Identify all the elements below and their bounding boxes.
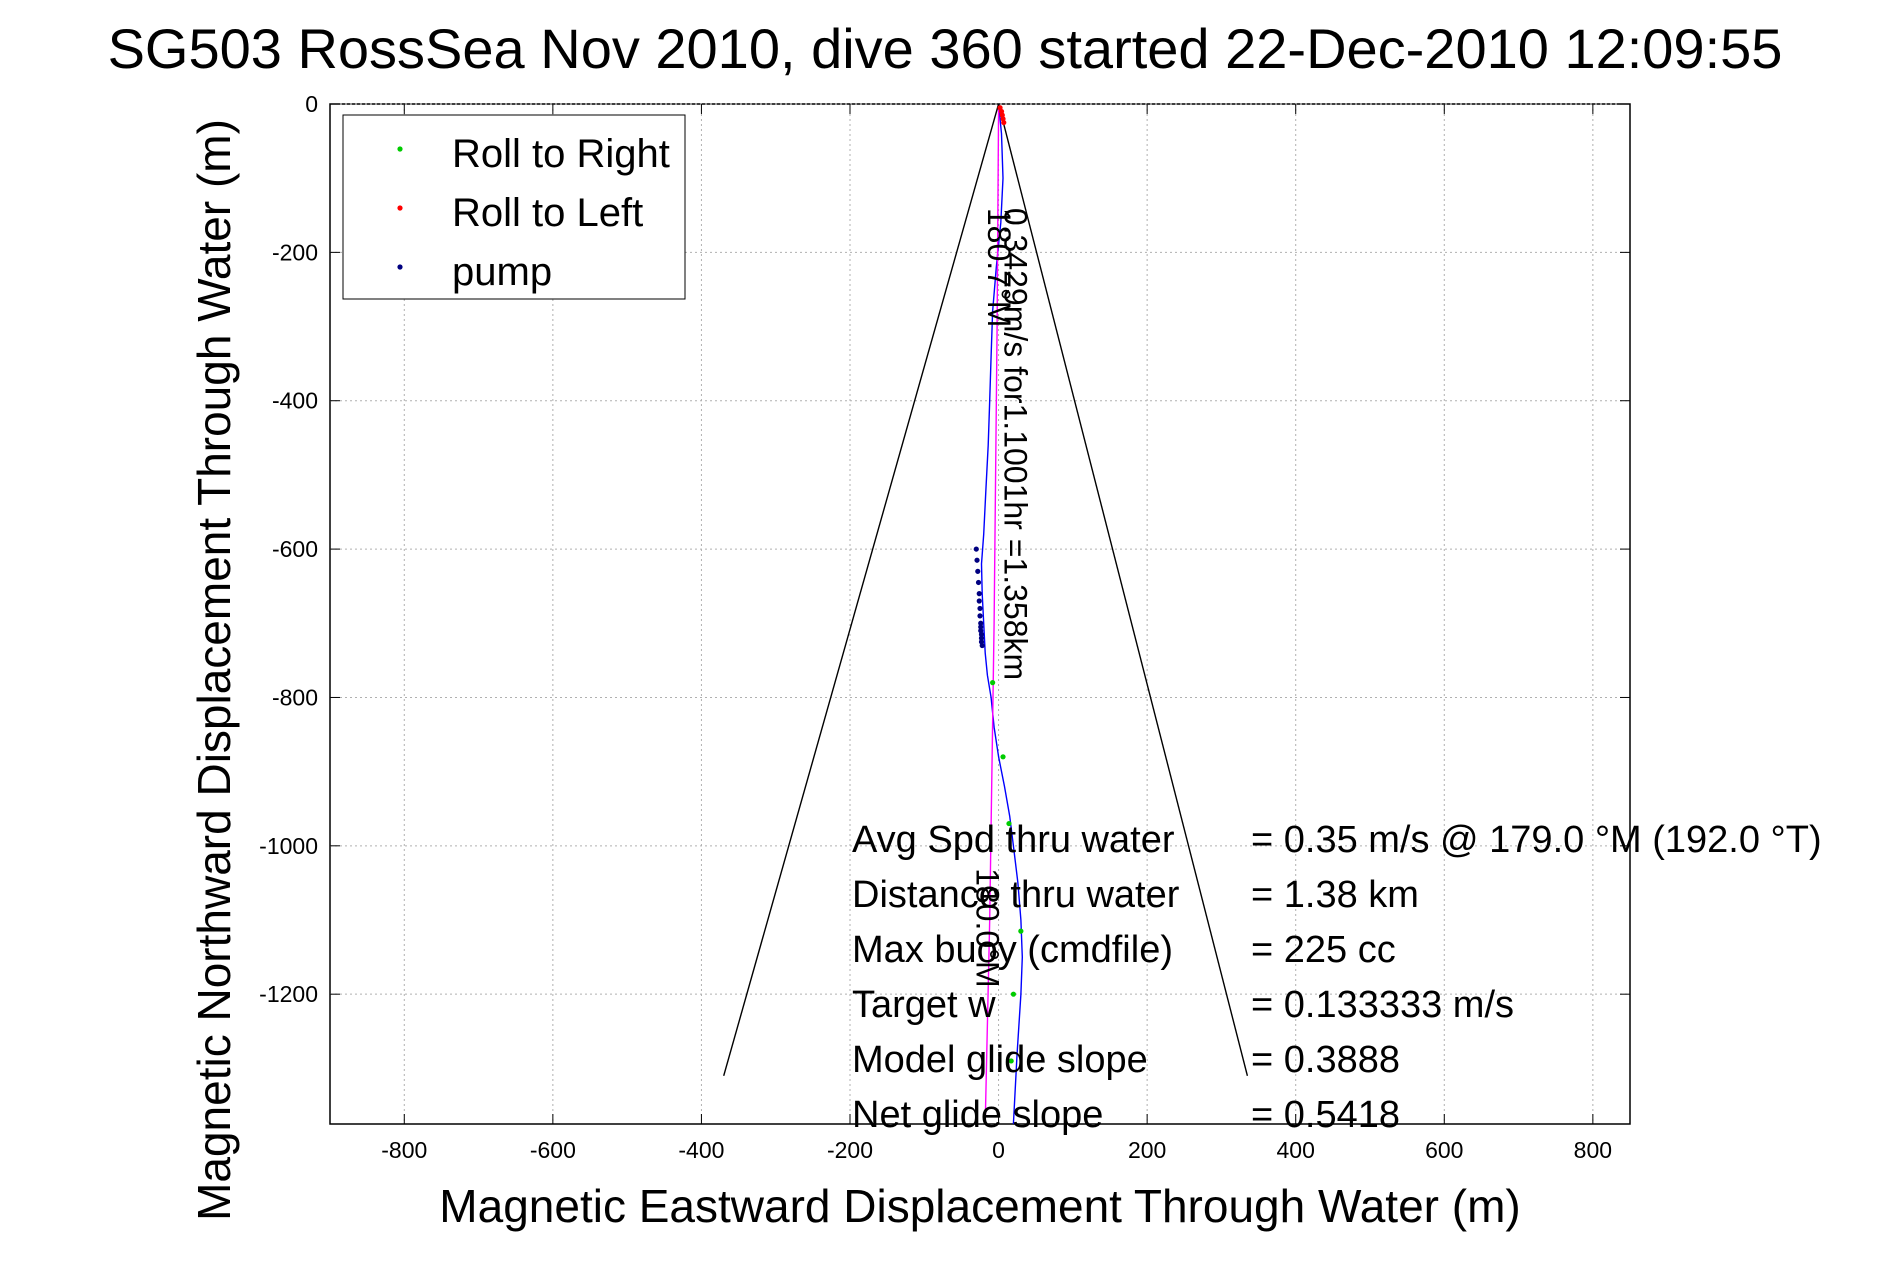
stat-label: Model glide slope (852, 1039, 1148, 1081)
legend-marker (397, 264, 403, 270)
y-tick-label: -600 (272, 536, 318, 562)
track-annotation: 180.7°M (981, 208, 1017, 328)
stat-label: Distance thru water (852, 874, 1180, 916)
marker-roll-to-right (1010, 991, 1017, 997)
y-tick-label: -200 (272, 239, 318, 265)
chart-title: SG503 RossSea Nov 2010, dive 360 started… (108, 17, 1783, 80)
marker-pump (975, 579, 982, 586)
stat-value: = 0.3888 (1251, 1039, 1400, 1081)
y-tick-label: -1000 (259, 833, 318, 859)
marker-roll-to-right (1008, 1058, 1014, 1064)
x-tick-label: 400 (1277, 1137, 1315, 1163)
marker-pump (973, 546, 979, 552)
track-annotation: 0.3429m/s for1.1001hr =1.358km (998, 208, 1034, 680)
series-line-cone-right (997, 103, 1249, 1076)
legend: Roll to Right Roll to Left pump (342, 114, 686, 300)
y-axis-label: Magnetic Northward Displacement Through … (188, 119, 240, 1221)
stat-label: Max buoy (cmdfile) (852, 929, 1173, 971)
y-tick-label: -800 (272, 684, 318, 710)
marker-pump (978, 624, 984, 630)
stat-value: = 1.38 km (1251, 874, 1419, 916)
x-tick-label: 0 (992, 1137, 1005, 1163)
stat-label: Net glide slope (852, 1094, 1103, 1136)
marker-roll-to-left (1001, 119, 1007, 126)
marker-roll-to-right (990, 680, 996, 686)
marker-pump (977, 605, 983, 612)
marker-pump (977, 613, 983, 619)
x-axis-label: Magnetic Eastward Displacement Through W… (439, 1180, 1520, 1232)
legend-entry: Roll to Left (452, 191, 643, 235)
series-lines (723, 103, 1249, 1125)
marker-pump (978, 631, 985, 638)
marker-pump (976, 591, 982, 597)
y-tick-label: -1200 (259, 981, 318, 1007)
stats-block: Avg Spd thru water = 0.35 m/s @ 179.0 °M … (852, 819, 1822, 1136)
marker-roll-to-right (1018, 928, 1024, 934)
marker-roll-to-right (1006, 820, 1012, 827)
marker-pump (979, 642, 985, 649)
plot-area: -800 -600 -400 -200 0 200 400 600 800 0 -200 -400 -6… (259, 91, 1631, 1163)
series-line-cone-left (723, 103, 1000, 1076)
stat-label: Target w (852, 984, 996, 1026)
marker-roll-to-right (1000, 754, 1006, 760)
x-tick-label: -600 (530, 1137, 576, 1163)
marker-pump (976, 598, 982, 604)
axis-ticks: -800 -600 -400 -200 0 200 400 600 800 0 -200 -400 -6… (259, 91, 1630, 1163)
stat-value: = 0.5418 (1251, 1094, 1400, 1136)
legend-marker (397, 146, 403, 152)
x-tick-label: 200 (1128, 1137, 1166, 1163)
grid-lines (330, 103, 1630, 1124)
legend-entry: pump (452, 250, 552, 294)
x-tick-label: -400 (678, 1137, 724, 1163)
marker-pump (978, 620, 984, 626)
marker-pump (975, 568, 981, 574)
x-tick-label: -200 (827, 1137, 873, 1163)
x-tick-label: 800 (1574, 1137, 1612, 1163)
legend-marker (397, 205, 403, 211)
series-line-track (980, 103, 1024, 1125)
x-tick-label: -800 (381, 1137, 427, 1163)
stat-value: = 0.133333 m/s (1251, 984, 1514, 1026)
stat-value: = 225 cc (1251, 929, 1396, 971)
y-tick-label: -400 (272, 388, 318, 414)
series-markers (973, 105, 1024, 1064)
stat-value: = 0.35 m/s @ 179.0 °M (192.0 °T) (1251, 819, 1822, 861)
x-tick-label: 600 (1425, 1137, 1463, 1163)
legend-entry: Roll to Right (452, 132, 670, 176)
track-annotation: 180.0°M (969, 868, 1005, 988)
stat-label: Avg Spd thru water (852, 819, 1175, 861)
marker-pump (974, 557, 980, 563)
y-tick-label: 0 (305, 91, 318, 117)
marker-pump (978, 635, 985, 641)
series-line-heading (984, 103, 1000, 1125)
